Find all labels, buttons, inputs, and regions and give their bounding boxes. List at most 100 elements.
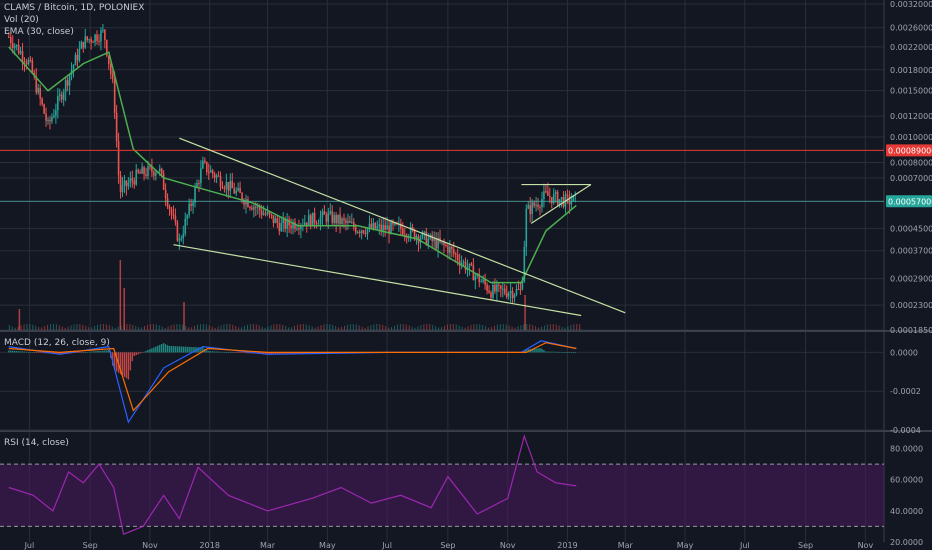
macd-histogram-bar [247,352,249,354]
candle-body [139,172,141,174]
volume-bar [379,324,381,330]
candle-body [445,244,447,246]
volume-bar [370,325,372,330]
macd-histogram-bar [27,351,30,353]
volume-bar [176,324,178,330]
candle-body [243,200,245,205]
volume-bar [244,325,246,330]
volume-bar [514,327,516,330]
volume-bar [285,325,287,330]
macd-histogram-bar [190,346,192,353]
macd-histogram-bar [174,346,177,353]
volume-bar [299,324,301,330]
trendline-drawings[interactable] [173,137,626,317]
time-tick-label: Jul [739,541,750,550]
rsi-tick-label: 80.0000 [890,445,923,454]
candle-body [300,225,302,230]
candle-body [294,222,296,229]
rsi-line [8,434,577,536]
candle-body [172,213,175,216]
candle-body [8,36,10,38]
candle-body [11,43,14,48]
ema-label[interactable]: EMA (30, close) [4,27,74,37]
volume-bar [47,324,49,330]
candle-body [523,246,526,282]
candle-body [280,223,283,232]
macd-histogram-bar [23,351,26,353]
macd-histogram-bar [231,352,233,353]
candle-body [474,275,477,281]
candle-body [501,288,504,290]
volume-bar [414,327,416,330]
volume-bar [102,324,104,330]
volume-bar [429,324,431,330]
time-tick-label: Sep [83,541,98,550]
candle-body [431,234,433,242]
candle-body [566,194,569,196]
candle-body [539,207,541,209]
volume-bar [52,324,54,330]
volume-bar [311,326,313,330]
candle-body [37,88,40,93]
candle-body [486,284,488,291]
macd-legend: MACD (12, 26, close, 9) [4,337,110,349]
candle-body [470,263,473,266]
candle-body [178,238,181,241]
candle-body [168,206,171,210]
candle-body [41,98,43,105]
candle-body [452,249,455,254]
rsi-label[interactable]: RSI (14, close) [4,438,69,448]
volume-bar [476,324,478,330]
symbol-title[interactable]: CLAMS / Bitcoin, 1D, POLONIEX [4,3,145,13]
candle-body [515,288,518,295]
volume-bar [540,326,542,330]
volume-bar [91,327,93,330]
volume-bar [467,326,469,330]
macd-histogram-bar [35,352,37,353]
candle-body [370,223,373,229]
candle-body [415,236,418,240]
macd-label[interactable]: MACD (12, 26, close, 9) [4,338,110,348]
candle-body [274,218,277,224]
time-tick-label: Sep [440,541,455,550]
candle-body [27,60,30,65]
volume-bar [308,325,310,330]
candle-body [451,246,453,250]
candle-body [435,238,437,249]
candle-body [88,39,90,41]
volume-bar [23,324,25,330]
volume-label[interactable]: Vol (20) [4,15,39,25]
candle-body [119,175,122,192]
macd-histogram-bar [537,348,539,353]
volume-bar [79,324,81,330]
candle-body [505,293,508,297]
macd-histogram-bar [566,352,569,353]
volume-bar [288,327,290,330]
volume-bar [423,324,425,330]
macd-histogram-bar [102,350,104,353]
volume-bar [132,324,134,330]
macd-histogram-bar [157,345,159,353]
volume-bar [223,324,225,330]
macd-histogram-bar [562,352,565,353]
candle-body [458,260,461,266]
volume-bar [114,327,116,330]
candle-body [241,192,243,201]
volume-bar [473,324,475,330]
time-tick-label: Jul [381,541,392,550]
volume-bar [191,327,193,330]
volume-bar [199,324,201,330]
macd-histogram-bar [182,346,184,353]
volume-bar [361,326,363,330]
macd-histogram-bar [33,352,36,353]
candle-body [213,173,216,178]
macd-histogram-bar [270,352,273,355]
macd-histogram-bar [76,352,79,353]
candle-body [403,234,406,236]
time-tick-label: Nov [500,541,516,550]
